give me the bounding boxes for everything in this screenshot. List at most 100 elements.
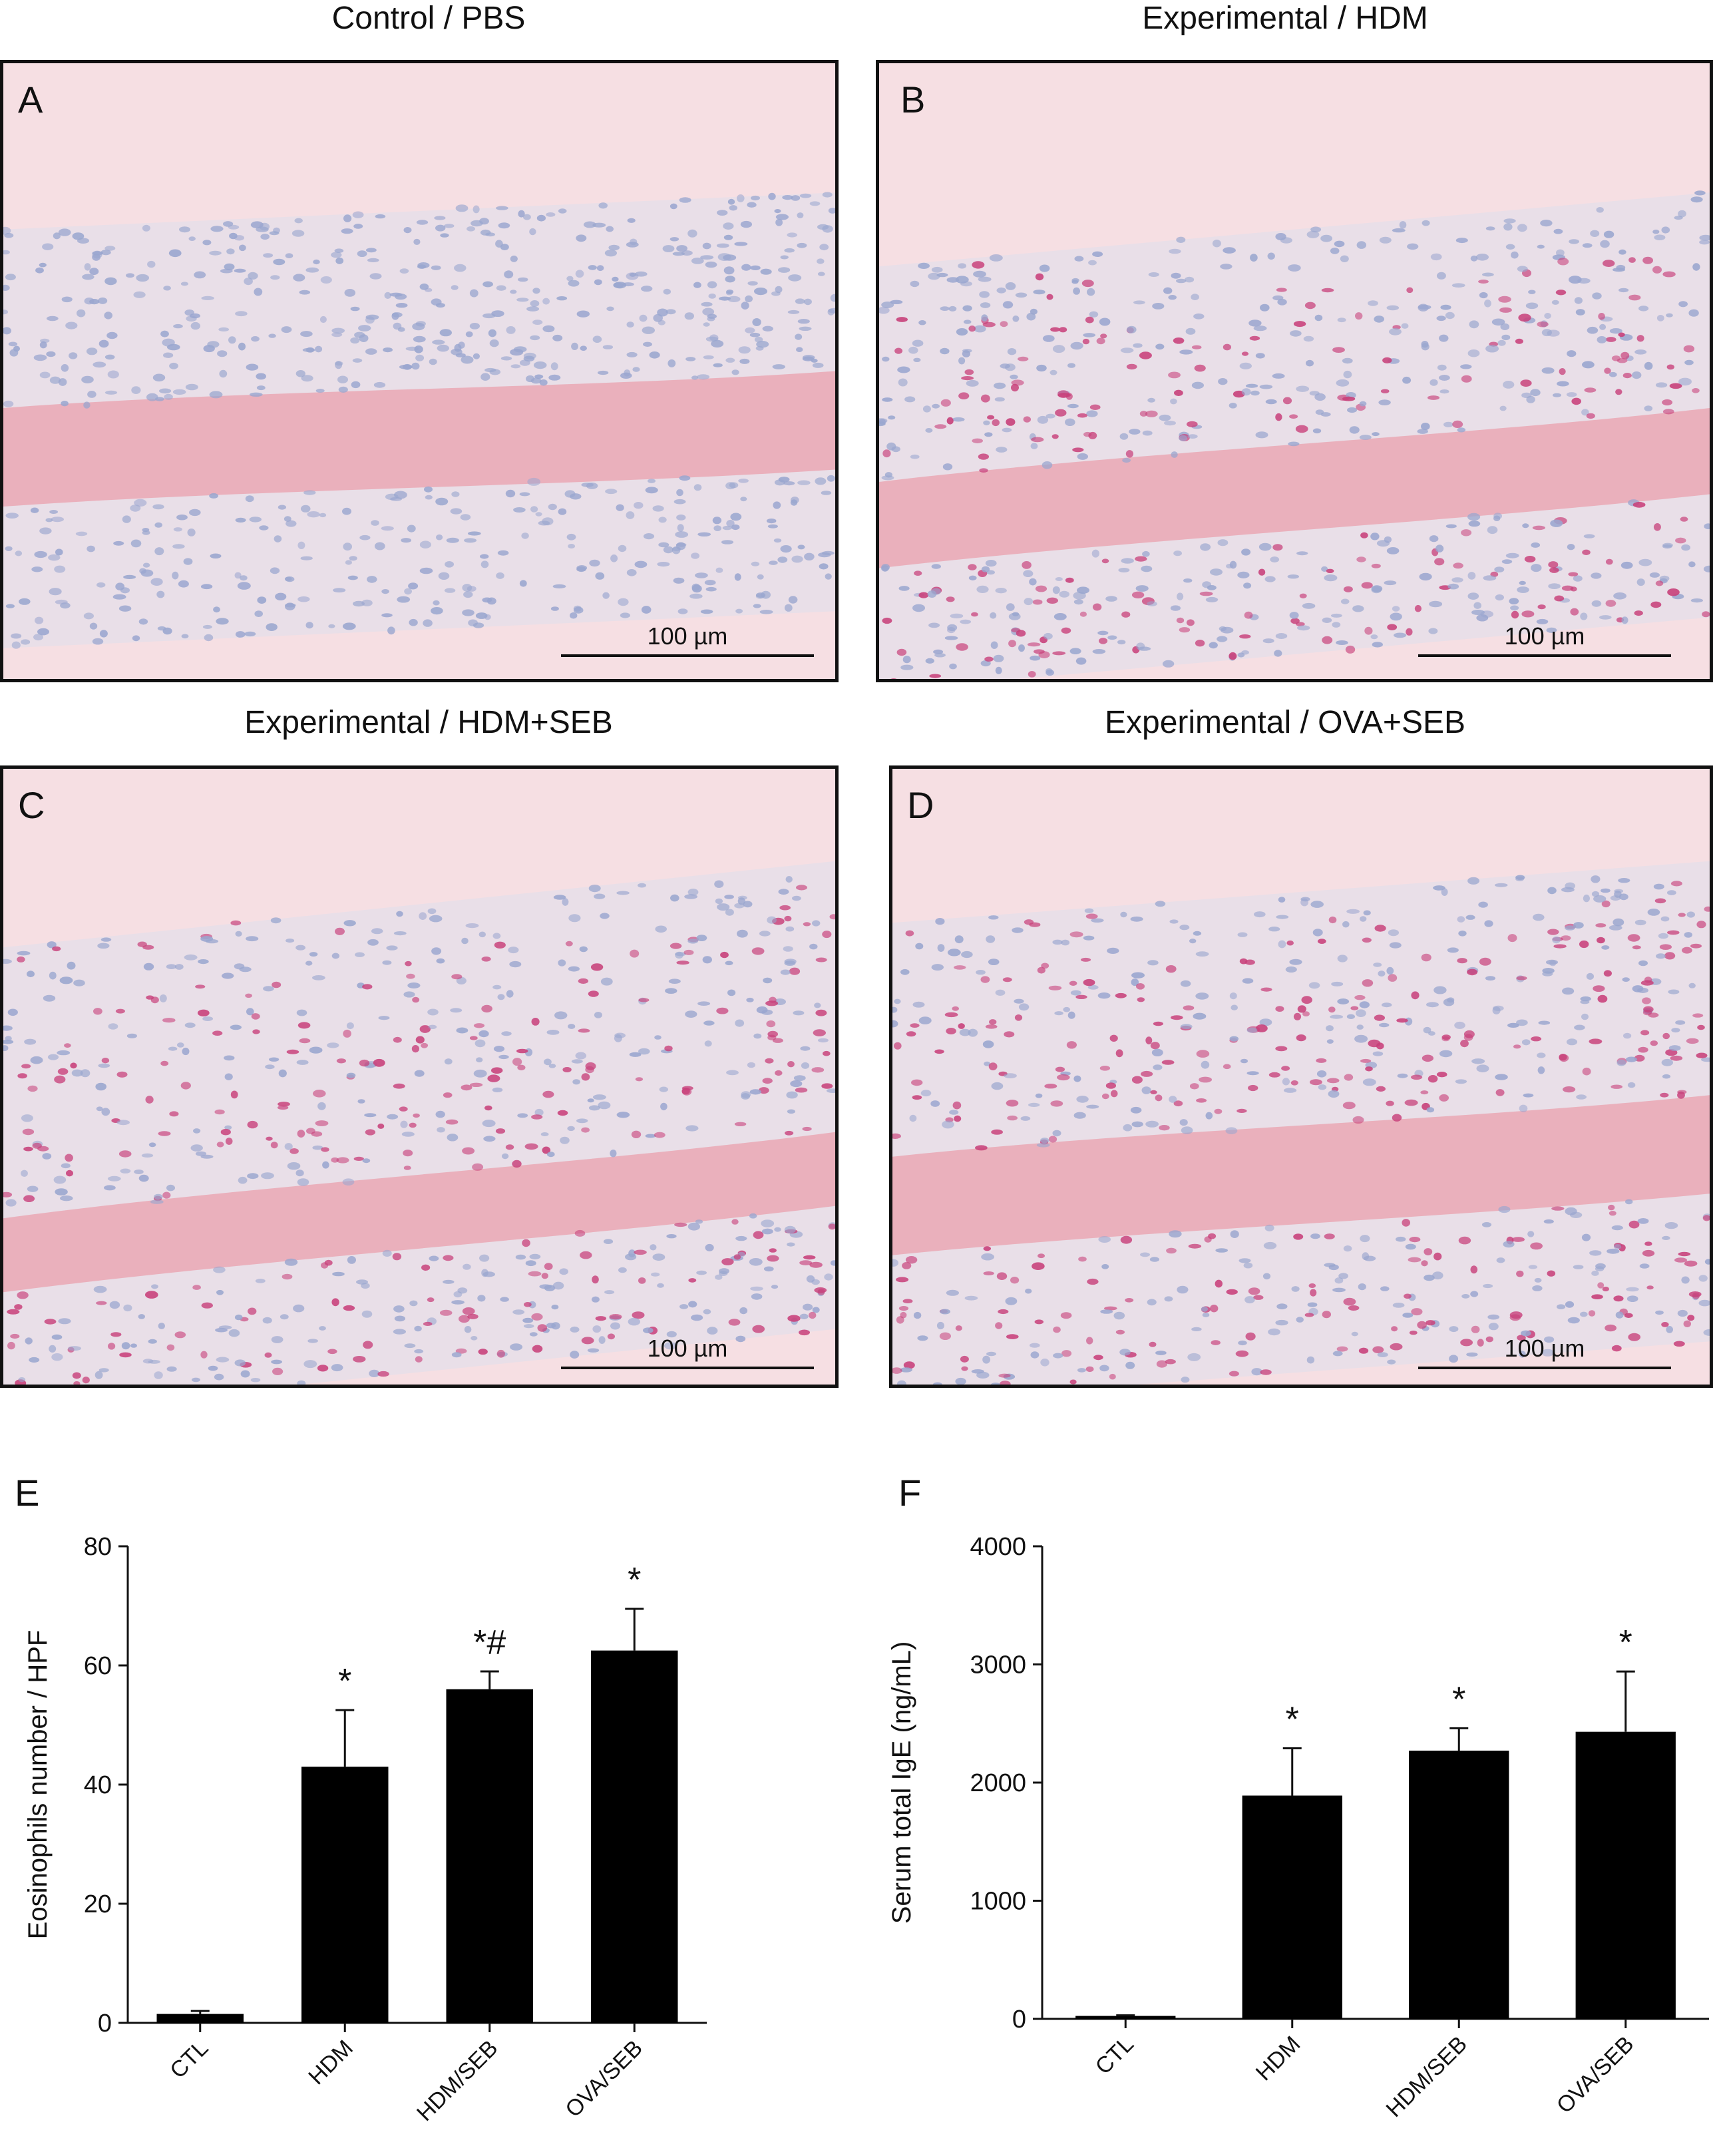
eosinophil-cell xyxy=(1210,1305,1219,1313)
eosinophil-cell xyxy=(21,1064,31,1069)
cell-nucleus xyxy=(658,517,667,523)
eosinophil-cell xyxy=(1511,610,1519,619)
cell-nucleus xyxy=(1373,963,1382,967)
cell-nucleus xyxy=(986,935,996,943)
cell-nucleus xyxy=(59,976,73,984)
cell-nucleus xyxy=(1201,1306,1208,1312)
cell-nucleus xyxy=(312,1145,323,1150)
cell-nucleus xyxy=(1147,397,1155,403)
eosinophil-cell xyxy=(1603,260,1615,267)
cell-nucleus xyxy=(767,524,778,529)
cell-nucleus xyxy=(77,238,89,244)
cell-nucleus xyxy=(413,335,426,343)
cell-nucleus xyxy=(785,876,793,883)
cell-nucleus xyxy=(274,535,282,542)
cell-nucleus xyxy=(828,208,835,214)
cell-nucleus xyxy=(1289,959,1302,965)
eosinophil-cell xyxy=(1241,351,1249,356)
cell-nucleus xyxy=(634,502,644,509)
eosinophil-cell xyxy=(192,1285,201,1290)
cell-nucleus xyxy=(419,567,433,574)
cell-nucleus xyxy=(801,1062,810,1069)
eosinophil-cell xyxy=(93,1008,102,1015)
cell-nucleus xyxy=(1245,383,1258,388)
eosinophil-cell xyxy=(998,1309,1009,1315)
cell-nucleus xyxy=(270,275,280,280)
cell-nucleus xyxy=(234,1359,246,1367)
cell-nucleus xyxy=(3,1039,14,1044)
cell-nucleus xyxy=(529,228,536,236)
cell-nucleus xyxy=(479,1254,490,1262)
cell-nucleus xyxy=(1454,1021,1465,1029)
cell-nucleus xyxy=(547,1152,555,1158)
cell-nucleus xyxy=(879,419,886,425)
cell-nucleus xyxy=(154,1193,163,1200)
y-tick-label: 20 xyxy=(84,1890,112,1918)
eosinophil-cell xyxy=(1361,582,1373,589)
cell-nucleus xyxy=(1573,575,1583,582)
cell-nucleus xyxy=(1519,580,1526,585)
eosinophil-cell xyxy=(1173,337,1185,344)
cell-nucleus xyxy=(1052,345,1065,353)
eosinophil-cell xyxy=(1674,1257,1687,1263)
cell-nucleus xyxy=(750,1286,763,1291)
cell-nucleus xyxy=(1296,551,1308,556)
cell-nucleus xyxy=(1392,228,1406,233)
cell-nucleus xyxy=(775,218,783,226)
cell-nucleus xyxy=(35,616,44,624)
eosinophil-cell xyxy=(66,1170,73,1177)
cell-nucleus xyxy=(1176,278,1187,284)
cell-nucleus xyxy=(785,926,795,932)
cell-nucleus xyxy=(532,288,540,294)
cell-nucleus xyxy=(1465,915,1475,920)
eosinophil-cell xyxy=(1135,556,1147,562)
cell-nucleus xyxy=(297,596,310,602)
cell-nucleus xyxy=(176,514,188,521)
cell-nucleus xyxy=(786,1091,798,1099)
cell-nucleus xyxy=(156,590,165,598)
cell-nucleus xyxy=(295,1170,304,1177)
cell-nucleus xyxy=(1360,1235,1370,1243)
eosinophil-cell xyxy=(544,1263,553,1270)
cell-nucleus xyxy=(827,475,835,482)
cell-nucleus xyxy=(183,558,193,565)
eosinophil-cell xyxy=(336,1058,346,1064)
cell-nucleus xyxy=(492,1087,503,1092)
cell-nucleus xyxy=(1593,895,1607,903)
eosinophil-cell xyxy=(1421,1260,1428,1267)
cell-nucleus xyxy=(1467,572,1476,580)
cell-nucleus xyxy=(61,296,73,303)
cell-nucleus xyxy=(1591,600,1602,607)
cell-nucleus xyxy=(464,538,477,543)
cell-nucleus xyxy=(1018,644,1025,652)
cell-nucleus xyxy=(707,281,717,289)
cell-nucleus xyxy=(700,609,713,614)
cell-nucleus xyxy=(947,624,958,632)
cell-nucleus xyxy=(552,584,566,589)
cell-nucleus xyxy=(691,552,700,559)
eosinophil-cell xyxy=(415,1356,423,1363)
scale-label-c: 100 µm xyxy=(647,1335,728,1362)
cell-nucleus xyxy=(949,1110,959,1115)
cell-nucleus xyxy=(501,1153,509,1160)
eosinophil-cell xyxy=(1479,957,1491,966)
eosinophil-cell xyxy=(1563,1086,1576,1093)
eosinophil-cell xyxy=(829,914,835,920)
cell-nucleus xyxy=(1371,585,1383,592)
cell-nucleus xyxy=(672,546,681,551)
cell-nucleus xyxy=(712,517,722,525)
eosinophil-cell xyxy=(1387,624,1398,630)
cell-nucleus xyxy=(1580,612,1588,620)
cell-nucleus xyxy=(40,338,50,343)
eosinophil-cell xyxy=(1406,287,1414,294)
cell-nucleus xyxy=(754,336,763,343)
x-tick-label: OVA/SEB xyxy=(1552,2032,1639,2119)
eosinophil-cell xyxy=(278,1102,290,1107)
eosinophil-cell xyxy=(216,1142,224,1148)
cell-nucleus xyxy=(655,925,667,933)
cell-nucleus xyxy=(978,276,992,282)
eosinophil-cell xyxy=(821,1083,833,1089)
cell-nucleus xyxy=(213,606,220,613)
cell-nucleus xyxy=(1253,325,1267,331)
cell-nucleus xyxy=(727,989,736,996)
